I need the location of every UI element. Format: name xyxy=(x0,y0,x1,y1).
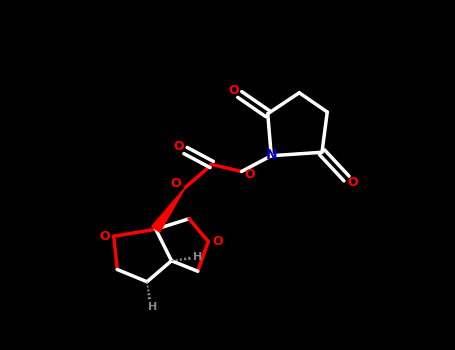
Text: H: H xyxy=(147,302,157,312)
Text: O: O xyxy=(213,235,223,248)
Text: O: O xyxy=(244,168,254,181)
Text: O: O xyxy=(228,84,239,97)
Polygon shape xyxy=(152,187,186,232)
Text: N: N xyxy=(266,148,278,162)
Text: O: O xyxy=(173,140,184,154)
Text: O: O xyxy=(348,176,358,189)
Text: O: O xyxy=(170,176,181,190)
Text: H: H xyxy=(193,252,202,262)
Text: O: O xyxy=(100,230,110,243)
